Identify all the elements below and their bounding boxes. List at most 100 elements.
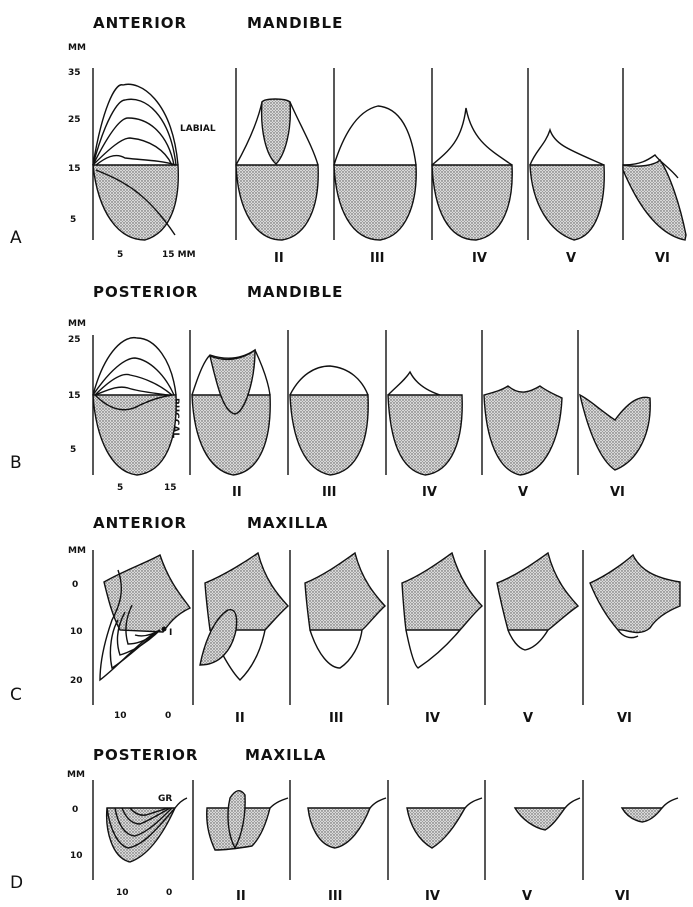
y-tick-label: 0 [72,805,78,815]
panel-title-region: ANTERIOR [93,514,187,532]
residual-bone-section [307,807,372,849]
ridge-outline [129,807,169,816]
residual-bone-section [92,164,179,241]
axis-units-label: MM [68,546,86,556]
ridge-outline [106,807,176,849]
residual-bone-section [620,807,664,823]
residual-bone-section [401,551,483,631]
ridge-outline [125,604,161,645]
axis-units-label: MM [68,43,86,53]
point-label: GR [158,794,172,804]
knife-edge-ridge [227,790,246,850]
class-label: VI [610,485,625,500]
panel-a: A ANTERIOR MANDIBLE MM 35 25 15 5 5 15 M… [10,14,687,266]
panel-title-jaw: MAXILLA [245,746,326,764]
ridge-outline [333,105,417,166]
class-label: II [235,711,245,726]
ridge-outline [661,797,679,809]
ridge-outline [289,365,369,396]
class-label: IV [425,889,440,904]
residual-bone-section [304,551,386,631]
ridge-outline [92,83,179,166]
ridge-outline [269,797,289,809]
ridge-outline [94,373,173,396]
ridge-outline [369,797,387,809]
ridge-outline [529,127,605,166]
ridge-outline [114,807,173,837]
class-label: II [236,889,246,904]
residual-bone-section [333,164,417,241]
ridge-outline [94,386,169,396]
side-label: LABIAL [180,124,216,134]
panel-letter: C [10,685,22,705]
class-label: V [522,889,532,904]
knife-edge-ridge [209,348,256,415]
knife-edge-ridge [199,608,238,666]
axis-units-label: MM [67,770,85,780]
residual-bone-section [496,551,580,631]
residual-bone-section [235,164,319,241]
point-label: I [169,628,172,638]
residual-bone-section [92,394,177,476]
y-tick-label: 0 [72,580,78,590]
residual-bone-section [622,158,687,241]
x-tick-label: 5 [117,483,123,493]
panel-b: B POSTERIOR MANDIBLE MM 25 15 5 5 15 BUC… [10,283,651,500]
class-label: V [566,251,576,266]
y-tick-label: 15 [68,164,81,174]
class-label: VI [617,711,632,726]
ridge-outline [121,807,171,825]
panel-letter: A [10,228,22,248]
ridge-outline [116,611,161,656]
x-tick-label: 15 [164,483,177,493]
ridge-outline [134,629,161,637]
ridge-outline [617,629,639,639]
class-label: V [518,485,528,500]
x-tick-label: 0 [165,711,171,721]
y-tick-label: 20 [70,676,83,686]
x-tick-label: 15 MM [162,250,196,260]
residual-bone-section [191,394,271,476]
x-tick-label: 5 [117,250,123,260]
y-tick-label: 5 [70,445,76,455]
class-label: III [322,485,337,500]
knife-edge-ridge [260,98,292,165]
reference-point [161,626,167,632]
panel-title-region: ANTERIOR [93,14,187,32]
residual-bone-section [387,394,463,476]
ridge-outline [95,154,177,166]
ridge-outline [507,629,549,651]
residual-bone-section [578,393,651,471]
x-tick-label: 0 [166,888,172,898]
ridge-outline [95,169,176,236]
panel-title-jaw: MANDIBLE [247,14,343,32]
residual-bone-section [529,164,605,241]
panel-title-region: POSTERIOR [93,283,198,301]
panel-letter: B [10,453,22,473]
class-label: IV [472,251,487,266]
ridge-outline [94,394,173,411]
y-tick-label: 25 [68,115,81,125]
class-label: II [274,251,284,266]
y-tick-label: 15 [68,391,81,401]
ridge-outline [92,137,173,166]
residual-bone-section [431,164,513,241]
y-tick-label: 25 [68,335,81,345]
ridge-outline [174,797,188,809]
ridge-outline [622,154,679,179]
panel-letter: D [10,873,23,893]
ridge-outline [92,98,177,166]
y-tick-label: 10 [70,627,83,637]
ridge-outline [191,348,271,396]
ridge-outline [464,797,483,809]
residual-bone-section [103,553,192,633]
residual-bone-section [513,807,567,831]
panel-title-jaw: MAXILLA [247,514,328,532]
panel-d: D POSTERIOR MAXILLA MM 0 10 10 0 GR II I… [10,746,679,904]
class-label: V [523,711,533,726]
y-tick-label: 10 [70,851,83,861]
panel-c: C ANTERIOR MAXILLA MM 0 10 20 10 0 I II … [10,514,681,726]
panel-title-jaw: MANDIBLE [247,283,343,301]
class-label: IV [422,485,437,500]
